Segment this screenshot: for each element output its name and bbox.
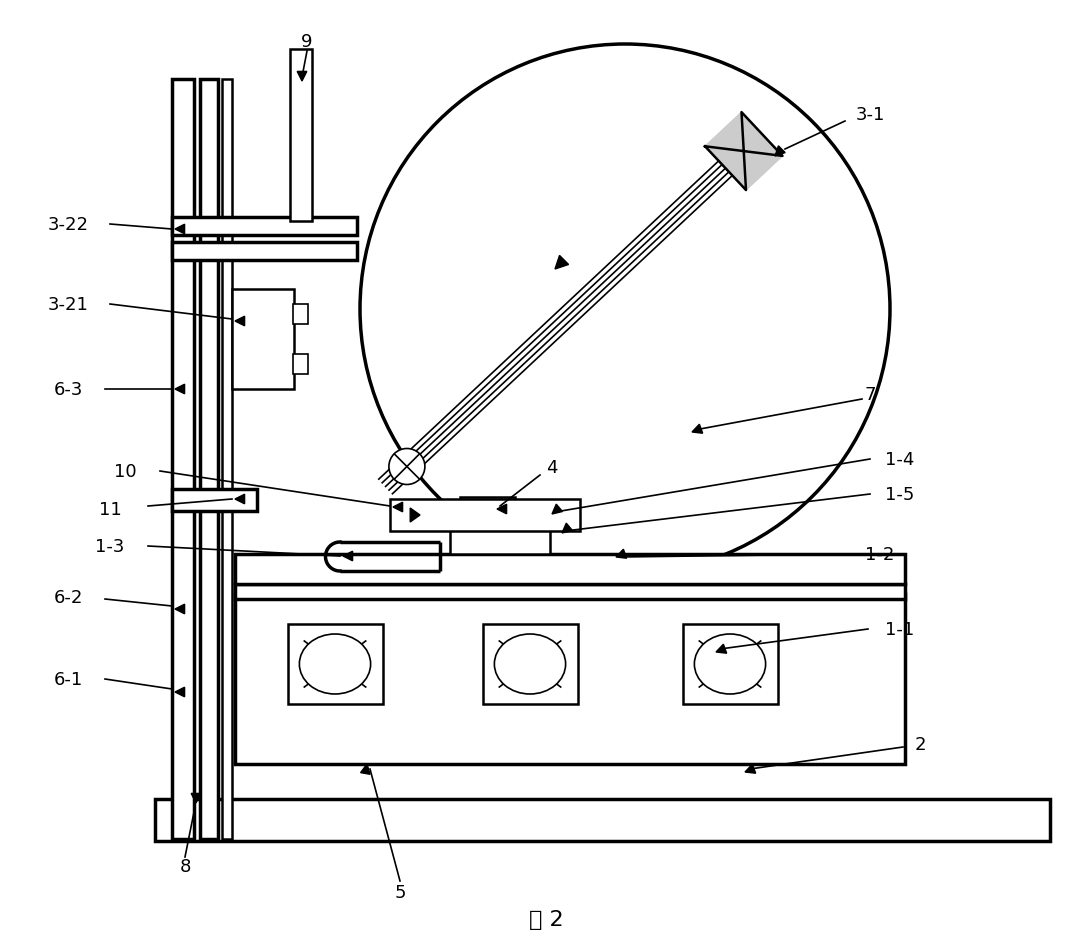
Polygon shape bbox=[175, 385, 185, 394]
Bar bbox=[155, 799, 1051, 841]
Polygon shape bbox=[191, 794, 201, 803]
Text: 11: 11 bbox=[98, 501, 121, 519]
Polygon shape bbox=[411, 508, 420, 522]
Bar bbox=[293, 355, 308, 374]
Polygon shape bbox=[745, 765, 756, 773]
Text: 3-21: 3-21 bbox=[48, 296, 88, 314]
Ellipse shape bbox=[695, 635, 765, 695]
Text: 6-3: 6-3 bbox=[54, 381, 83, 399]
Bar bbox=[483, 624, 578, 704]
Bar bbox=[290, 50, 312, 222]
Circle shape bbox=[389, 449, 425, 485]
Polygon shape bbox=[297, 72, 307, 82]
Bar bbox=[450, 526, 550, 554]
Text: 3-22: 3-22 bbox=[47, 216, 88, 234]
Polygon shape bbox=[175, 605, 185, 614]
Bar bbox=[173, 490, 257, 511]
Bar bbox=[390, 500, 580, 532]
Text: 1-2: 1-2 bbox=[865, 546, 894, 563]
Bar bbox=[173, 242, 357, 261]
Bar bbox=[232, 289, 294, 389]
Polygon shape bbox=[235, 494, 245, 505]
Polygon shape bbox=[562, 523, 572, 534]
Polygon shape bbox=[175, 687, 185, 697]
Bar bbox=[173, 218, 357, 236]
Text: 8: 8 bbox=[179, 857, 191, 875]
Bar bbox=[200, 80, 218, 839]
Polygon shape bbox=[775, 147, 785, 157]
Polygon shape bbox=[555, 256, 569, 270]
Polygon shape bbox=[716, 645, 726, 653]
Ellipse shape bbox=[299, 635, 370, 695]
Bar bbox=[455, 509, 545, 528]
Text: 3-1: 3-1 bbox=[855, 106, 885, 124]
Text: 1-1: 1-1 bbox=[886, 621, 915, 638]
Bar bbox=[235, 554, 905, 584]
Text: 6-2: 6-2 bbox=[54, 589, 83, 607]
Polygon shape bbox=[343, 551, 353, 562]
Bar bbox=[173, 80, 194, 839]
Text: 4: 4 bbox=[546, 459, 558, 476]
Polygon shape bbox=[551, 505, 562, 515]
Ellipse shape bbox=[495, 635, 566, 695]
Text: 1-5: 1-5 bbox=[886, 486, 915, 504]
Text: 9: 9 bbox=[301, 33, 312, 51]
Polygon shape bbox=[393, 503, 403, 512]
Bar bbox=[293, 305, 308, 325]
Text: 10: 10 bbox=[114, 462, 136, 480]
Polygon shape bbox=[235, 317, 245, 327]
Polygon shape bbox=[616, 549, 627, 559]
Text: 图 2: 图 2 bbox=[529, 909, 563, 929]
Text: 7: 7 bbox=[864, 386, 876, 403]
Circle shape bbox=[360, 45, 890, 575]
Polygon shape bbox=[497, 505, 507, 514]
Polygon shape bbox=[360, 764, 370, 774]
Text: 6-1: 6-1 bbox=[54, 670, 83, 688]
Text: 2: 2 bbox=[914, 735, 926, 753]
Bar bbox=[235, 594, 905, 764]
Polygon shape bbox=[692, 425, 702, 433]
Bar bbox=[222, 80, 232, 839]
Polygon shape bbox=[705, 113, 783, 191]
Bar bbox=[235, 584, 905, 599]
Polygon shape bbox=[175, 225, 185, 235]
Bar bbox=[682, 624, 778, 704]
Text: 1-3: 1-3 bbox=[95, 537, 124, 555]
Bar bbox=[460, 497, 515, 511]
Text: 5: 5 bbox=[394, 883, 406, 901]
Text: 1-4: 1-4 bbox=[886, 450, 915, 469]
Bar bbox=[288, 624, 383, 704]
